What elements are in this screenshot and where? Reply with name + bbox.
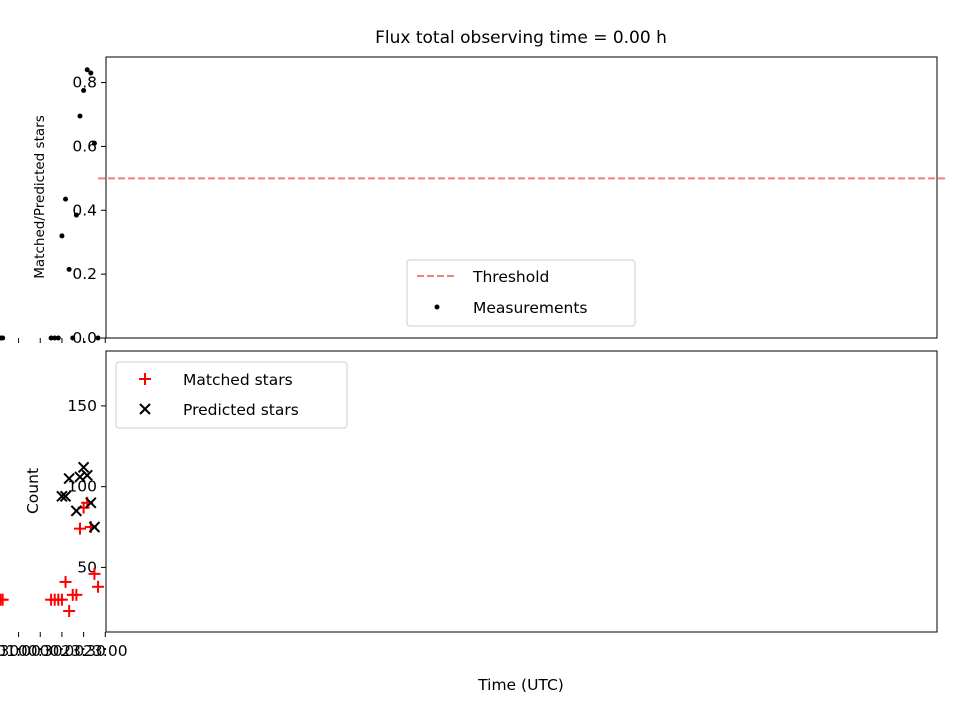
- xtick-label: 00:00: [40, 642, 85, 660]
- count-ytick-label: 100: [67, 478, 97, 496]
- measurement-point: [70, 335, 76, 341]
- count-panel: Count Time (UTC) 50 100 150 23:0023:3000:00…: [0, 350, 938, 694]
- xtick-label: 01:30: [0, 642, 19, 660]
- matched-star-point: [45, 593, 58, 606]
- measurement-point: [59, 233, 65, 239]
- predicted-star-point: [77, 461, 90, 473]
- matched-star-point: [0, 598, 3, 601]
- xtick-label: 23:30: [61, 642, 106, 660]
- measurement-point: [48, 335, 54, 341]
- y-axis-label-count: Count: [24, 468, 42, 514]
- xtick-label: 01:00: [0, 642, 41, 660]
- ratio-legend: Threshold Measurements: [406, 259, 636, 327]
- predicted-star-point: [88, 521, 101, 533]
- measurement-point: [0, 335, 3, 341]
- count-plot-area: [0, 461, 105, 618]
- measurements-legend-swatch: [434, 304, 440, 310]
- ratio-ytick-label: 0.2: [72, 265, 97, 283]
- predicted-star-point: [70, 505, 83, 517]
- measurement-point: [91, 140, 97, 146]
- matched-star-point: [88, 567, 101, 580]
- chart-title: Flux total observing time = 0.00 h: [375, 28, 667, 48]
- legend-label-measurements: Measurements: [473, 299, 588, 317]
- measurement-point: [73, 212, 79, 218]
- predicted-legend-swatch: [139, 403, 151, 415]
- count-ytick-label: 50: [77, 558, 97, 576]
- ratio-panel: Flux total observing time = 0.00 h Match…: [0, 28, 948, 347]
- matched-star-point: [63, 605, 76, 618]
- measurement-point: [52, 335, 58, 341]
- count-axis-ticks: 5010015023:0023:3000:0000:3001:0001:3002…: [0, 397, 128, 660]
- matched-star-point: [59, 575, 72, 588]
- ratio-axis-ticks: 0.00.20.40.60.8: [18, 74, 106, 347]
- matched-star-point: [92, 580, 105, 593]
- predicted-star-point: [56, 490, 68, 503]
- x-axis-label: Time (UTC): [477, 676, 564, 694]
- measurement-point: [66, 266, 72, 272]
- ratio-ytick-label: 0.0: [72, 329, 97, 347]
- ratio-legend-box: [406, 259, 636, 327]
- measurement-point: [77, 113, 83, 119]
- count-axes-frame: [105, 350, 938, 633]
- ratio-plot-area: [0, 67, 948, 341]
- legend-label-matched: Matched stars: [183, 371, 293, 389]
- measurement-point: [84, 67, 90, 73]
- predicted-star-point: [59, 490, 72, 503]
- matched-star-point: [73, 522, 86, 535]
- ratio-ytick-label: 0.8: [72, 74, 97, 92]
- predicted-star-point: [85, 497, 97, 509]
- predicted-star-point: [63, 472, 75, 485]
- legend-label-predicted: Predicted stars: [183, 401, 299, 419]
- predicted-star-point: [74, 471, 86, 483]
- count-ytick-label: 150: [67, 397, 97, 415]
- measurement-point: [63, 196, 69, 202]
- y-axis-label-ratio: Matched/Predicted stars: [32, 115, 48, 278]
- xtick-label: 23:00: [83, 642, 128, 660]
- measurement-point: [88, 70, 94, 76]
- count-legend: Matched stars Predicted stars: [115, 361, 348, 429]
- legend-label-threshold: Threshold: [472, 268, 549, 286]
- matched-star-point: [66, 588, 79, 601]
- ratio-ytick-label: 0.6: [72, 137, 97, 155]
- measurement-point: [95, 335, 101, 341]
- matched-legend-swatch: [139, 373, 151, 385]
- xtick-label: 00:30: [18, 642, 63, 660]
- ratio-axes-frame: [105, 56, 938, 339]
- measurement-point: [81, 88, 87, 94]
- measurement-point: [55, 335, 61, 341]
- count-legend-box: [115, 361, 348, 429]
